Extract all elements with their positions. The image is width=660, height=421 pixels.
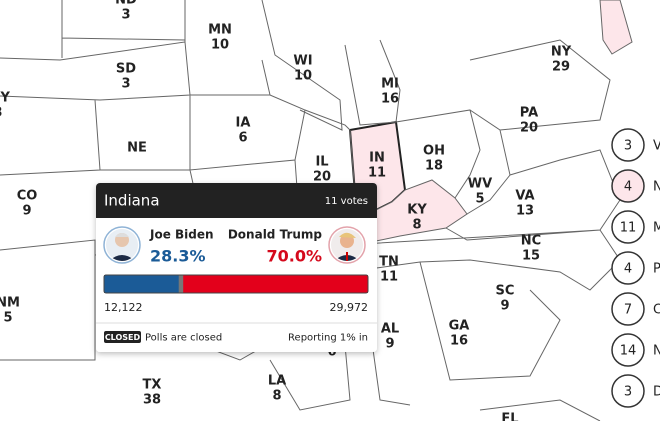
state-votes: 9	[500, 299, 509, 314]
state-votes: 8	[272, 389, 281, 404]
state-votes: 9	[385, 337, 394, 352]
state-abbr: MN	[208, 23, 232, 38]
state-votes: 18	[425, 159, 443, 174]
tooltip-box	[96, 183, 377, 352]
state-label: P	[653, 262, 660, 277]
state-votes: 6	[238, 131, 247, 146]
state-label: N	[653, 344, 660, 359]
bar-segment	[183, 275, 368, 293]
state-votes: 3	[121, 77, 130, 92]
candidate-votes: 29,972	[330, 301, 369, 314]
state-abbr: NY	[551, 45, 572, 60]
result-bar	[103, 274, 369, 294]
vote-count: 3	[624, 385, 632, 400]
candidate-pct: 70.0%	[266, 247, 322, 266]
state-votes: 10	[294, 69, 312, 84]
trump-avatar	[328, 226, 366, 264]
vote-count: 3	[624, 139, 632, 154]
state-abbr: SD	[116, 62, 136, 77]
state-abbr: PA	[520, 106, 538, 121]
state-votes: 9	[22, 204, 31, 219]
state-votes: 20	[313, 170, 331, 185]
vote-circle	[611, 333, 645, 367]
candidate-pct: 28.3%	[150, 247, 206, 266]
state-abbr: LA	[268, 374, 286, 389]
state-abbr: WV	[468, 177, 492, 192]
candidate-name: Donald Trump	[228, 228, 323, 242]
state-abbr: MI	[381, 77, 399, 92]
state-votes: 5	[3, 311, 12, 326]
state-abbr: VA	[515, 189, 534, 204]
state-abbr: AL	[381, 322, 399, 337]
vote-count: 4	[624, 262, 632, 277]
state-votes: 29	[552, 60, 570, 75]
state-abbr: TX	[143, 378, 162, 393]
vote-count: 14	[620, 344, 637, 359]
state-votes: 16	[381, 92, 399, 107]
state-abbr: NE	[127, 141, 147, 156]
vote-circle	[611, 210, 645, 244]
reporting-text: Reporting 1% in	[288, 333, 368, 344]
state-abbr: IL	[315, 155, 328, 170]
state-votes: 10	[211, 38, 229, 53]
state-abbr: FL	[501, 412, 518, 421]
state-abbr: NM	[0, 296, 20, 311]
state-abbr: WY	[0, 91, 10, 106]
state-votes: 38	[143, 393, 161, 408]
state-abbr: SC	[496, 284, 515, 299]
state-votes: 11	[380, 270, 398, 285]
vote-count: 11	[620, 221, 637, 236]
state-votes: 3	[0, 106, 3, 121]
state-labels: ND3MN10WI10MI16NY29PA20SD3WY3IA6NEIL20IN…	[0, 0, 572, 421]
state-abbr: ND	[115, 0, 137, 8]
state-votes: 8	[412, 218, 421, 233]
vote-circle	[611, 169, 645, 203]
state-votes: 3	[121, 8, 130, 23]
vote-circle	[611, 128, 645, 162]
status-text: Polls are closed	[145, 333, 222, 344]
state-votes: 16	[450, 334, 468, 349]
state-abbr: NC	[521, 234, 541, 249]
state-abbr: GA	[449, 319, 470, 334]
biden-avatar	[103, 226, 141, 264]
state-label: N	[653, 180, 660, 195]
state-label: M	[653, 221, 660, 236]
state-name: Indiana	[104, 192, 160, 210]
side-list: 3 V 4 N 11 M 4 P 7 C 14 N 3 D	[611, 128, 660, 408]
state-label: D	[653, 385, 660, 400]
vote-circle	[611, 292, 645, 326]
state-abbr: KY	[407, 203, 427, 218]
state-votes: 15	[522, 249, 540, 264]
bar-frame	[103, 274, 369, 294]
state-nh	[599, 0, 633, 55]
tooltip: Indiana 11 votes Joe Biden 28.3% Donald …	[96, 183, 377, 352]
state-votes: 11 votes	[325, 196, 368, 207]
bar-segment	[104, 275, 179, 293]
candidate-name: Joe Biden	[149, 228, 214, 242]
state-label: C	[653, 303, 660, 318]
state-abbr: IA	[236, 116, 251, 131]
state-abbr: IN	[369, 151, 385, 166]
state-votes: 11	[368, 166, 386, 181]
tooltip-header	[96, 183, 377, 218]
status-badge	[104, 331, 141, 343]
vote-count: 7	[624, 303, 632, 318]
vote-count: 4	[624, 180, 632, 195]
badge-text: CLOSED	[105, 333, 141, 342]
candidate-votes: 12,122	[104, 301, 143, 314]
vote-circle	[611, 251, 645, 285]
vote-circle	[611, 374, 645, 408]
state-abbr: WI	[293, 54, 312, 69]
state-abbr: TN	[379, 255, 399, 270]
state-label: V	[653, 139, 660, 154]
state-votes: 5	[475, 192, 484, 207]
state-votes: 13	[516, 204, 534, 219]
state-abbr: OH	[423, 144, 445, 159]
state-votes: 20	[520, 121, 538, 136]
state-abbr: CO	[17, 189, 38, 204]
